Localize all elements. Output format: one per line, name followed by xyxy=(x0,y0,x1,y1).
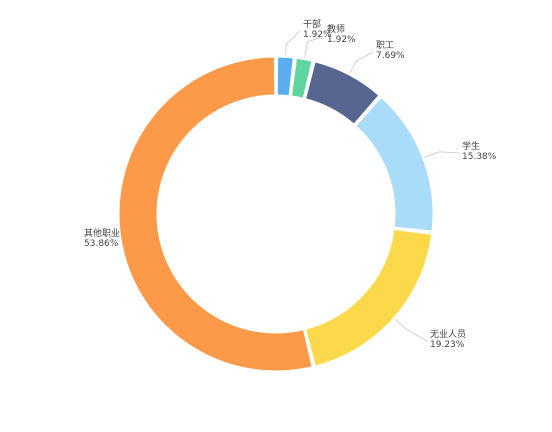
donut-slice-0[interactable] xyxy=(276,56,294,97)
donut-slice-3[interactable] xyxy=(355,96,434,232)
slice-name-label-2: 职工 xyxy=(376,40,394,51)
slice-value-label-3: 15.38% xyxy=(462,152,497,162)
slice-name-label-3: 学生 xyxy=(462,140,480,152)
leader-line-4 xyxy=(394,319,428,342)
slice-name-label-5: 其他职业 xyxy=(84,227,120,239)
leader-line-0 xyxy=(285,30,301,56)
donut-slice-2[interactable] xyxy=(305,61,380,125)
slice-name-label-1: 教师 xyxy=(327,23,345,35)
donut-slice-5[interactable] xyxy=(118,56,313,372)
leader-line-3 xyxy=(424,151,460,158)
slice-value-label-4: 19.23% xyxy=(430,340,465,350)
slice-name-label-4: 无业人员 xyxy=(430,329,466,340)
slice-name-label-0: 干部 xyxy=(303,18,321,30)
leader-line-5 xyxy=(104,232,119,241)
donut-slice-1[interactable] xyxy=(290,57,313,99)
slice-value-label-2: 7.69% xyxy=(376,51,405,61)
leader-line-2 xyxy=(349,51,374,74)
slice-value-label-1: 1.92% xyxy=(327,35,356,45)
donut-slice-4[interactable] xyxy=(305,228,433,367)
slice-value-label-0: 1.92% xyxy=(303,30,332,40)
slice-value-label-5: 53.86% xyxy=(84,239,119,249)
leader-line-1 xyxy=(304,35,325,58)
